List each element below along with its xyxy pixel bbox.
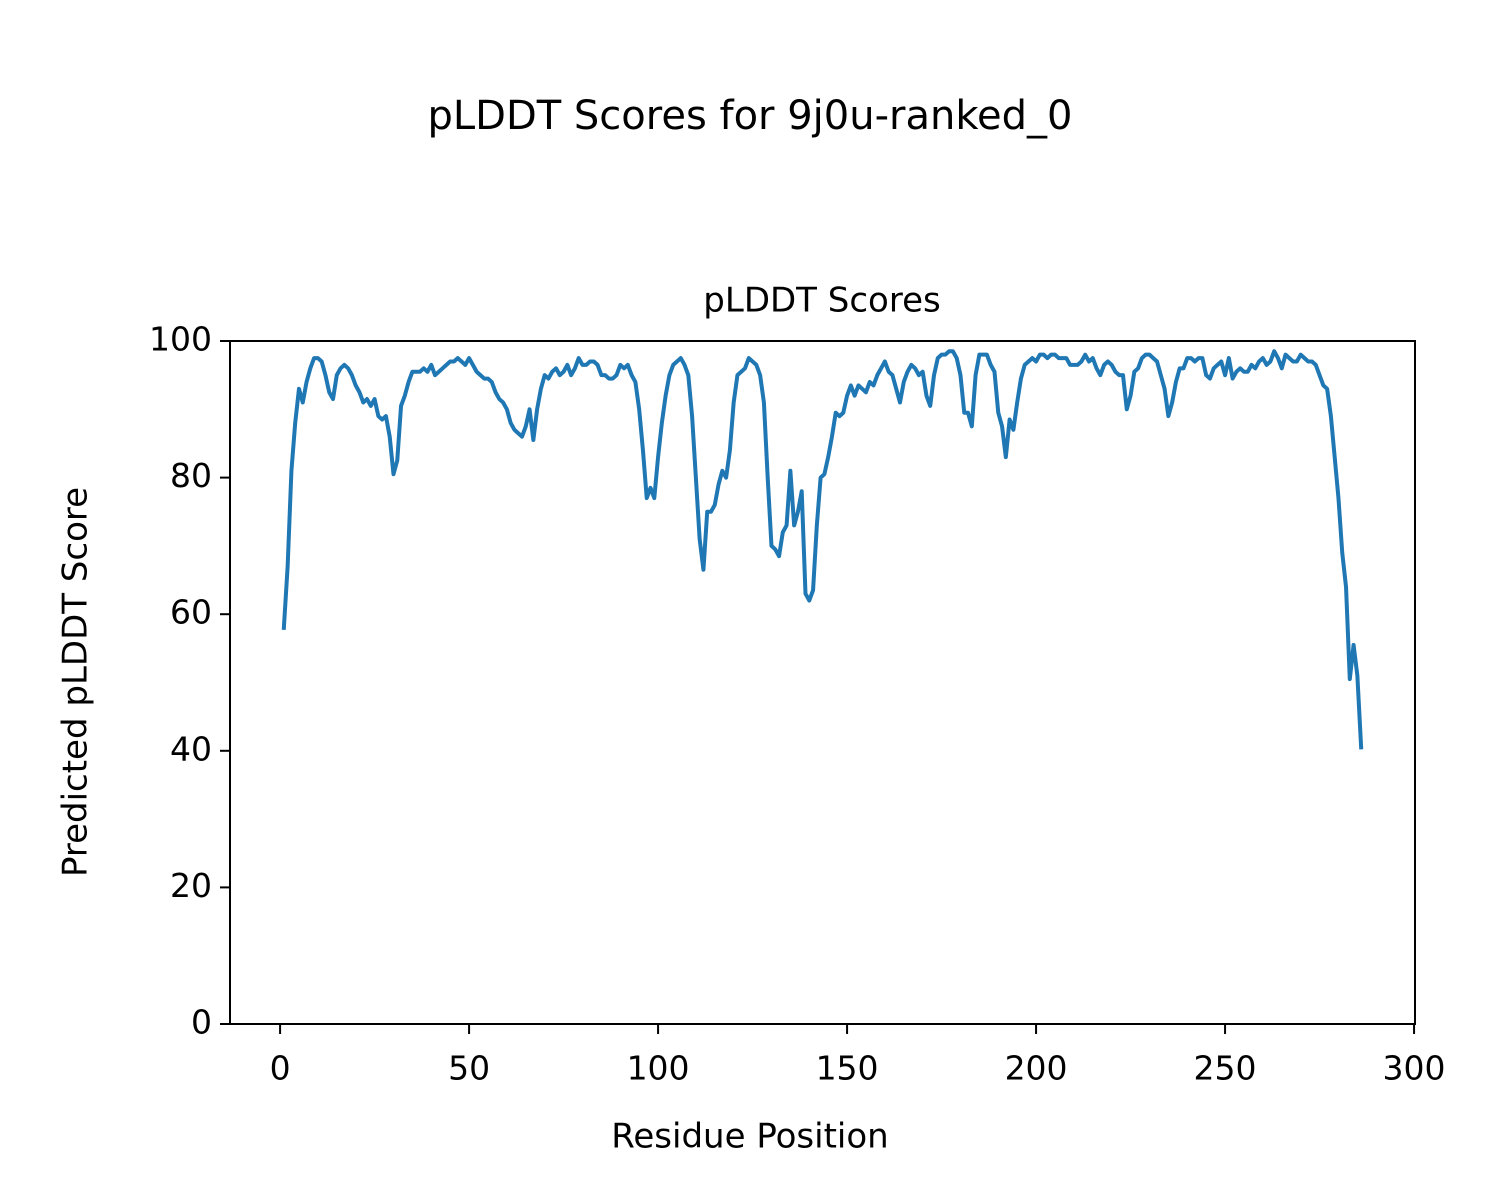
x-tick-label: 200 xyxy=(1005,1049,1068,1088)
plot-frame xyxy=(229,340,1416,1025)
y-tick-label: 100 xyxy=(149,320,212,359)
data-line xyxy=(281,349,1364,750)
x-tick-label: 50 xyxy=(448,1049,490,1088)
x-tick-label: 100 xyxy=(627,1049,690,1088)
x-tick-label: 300 xyxy=(1383,1049,1446,1088)
y-tick-label: 20 xyxy=(170,866,212,905)
y-tick-label: 60 xyxy=(170,593,212,632)
y-tick-label: 80 xyxy=(170,456,212,495)
x-tick-label: 0 xyxy=(270,1049,291,1088)
x-axis-label: Residue Position xyxy=(611,1117,888,1157)
chart-title: pLDDT Scores for 9j0u-ranked_0 xyxy=(427,93,1072,139)
y-axis-label: Predicted pLDDT Score xyxy=(56,487,96,877)
subplot-title: pLDDT Scores xyxy=(703,281,940,321)
y-tick-label: 0 xyxy=(191,1003,212,1042)
y-tick-label: 40 xyxy=(170,729,212,768)
x-tick-label: 150 xyxy=(816,1049,879,1088)
x-tick-label: 250 xyxy=(1194,1049,1257,1088)
